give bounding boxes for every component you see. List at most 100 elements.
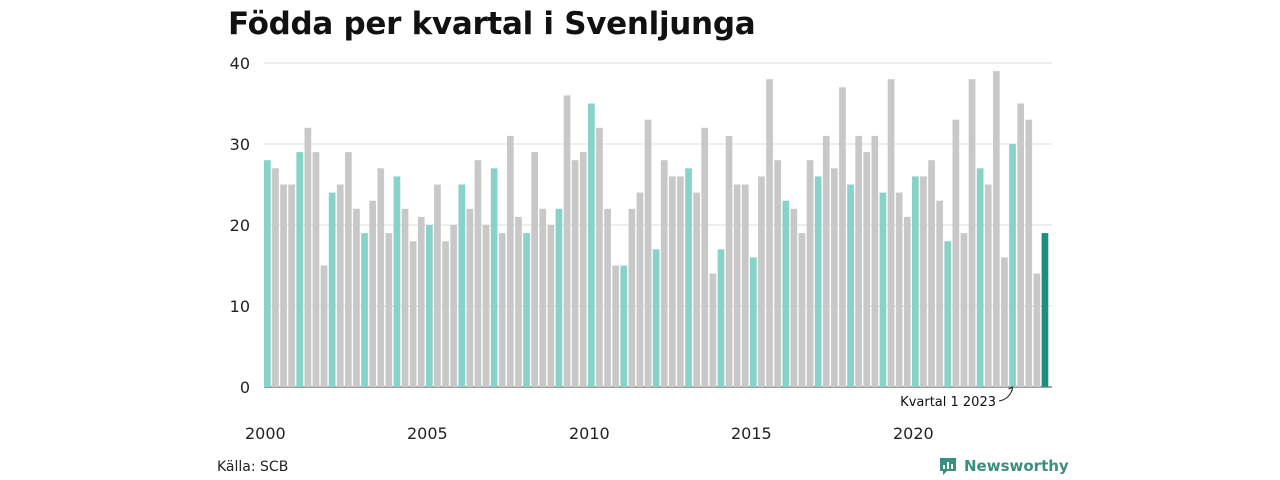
bar-2004-q4 bbox=[417, 216, 425, 387]
bar-2004-q1 bbox=[393, 176, 401, 387]
bar-2001-q2 bbox=[304, 127, 312, 388]
brand-name: Newsworthy bbox=[964, 457, 1069, 475]
bar-2007-q2 bbox=[498, 233, 506, 387]
bar-2003-q4 bbox=[385, 233, 393, 387]
bar-2009-q2 bbox=[563, 95, 571, 388]
bar-2005-q3 bbox=[442, 241, 449, 387]
bar-2009-q3 bbox=[571, 160, 579, 387]
bar-2020-q1 bbox=[912, 176, 919, 387]
bar-2018-q4 bbox=[871, 135, 879, 387]
bar-2002-q2 bbox=[336, 184, 344, 387]
bar-2016-q1 bbox=[782, 200, 790, 387]
bar-2020-q2 bbox=[920, 176, 927, 387]
newsworthy-logo: Newsworthy bbox=[938, 456, 1069, 476]
bar-2003-q3 bbox=[377, 168, 385, 387]
bar-2018-q3 bbox=[863, 152, 871, 387]
bar-2001-q4 bbox=[320, 265, 328, 387]
bar-2005-q4 bbox=[450, 225, 457, 387]
source-label: Källa: SCB bbox=[217, 459, 289, 475]
bar-2021-q3 bbox=[960, 233, 968, 387]
bar-2020-q3 bbox=[928, 160, 935, 387]
bar-2009-q4 bbox=[579, 152, 587, 387]
bar-2002-q4 bbox=[353, 208, 360, 387]
bar-2015-q3 bbox=[766, 79, 773, 387]
bar-2003-q1 bbox=[361, 233, 368, 387]
bar-2010-q1 bbox=[588, 103, 595, 387]
bar-2004-q3 bbox=[409, 241, 417, 387]
bar-2016-q2 bbox=[790, 208, 798, 387]
bar-2014-q3 bbox=[733, 184, 741, 387]
bar-2012-q2 bbox=[660, 160, 668, 387]
bar-2005-q1 bbox=[426, 225, 433, 387]
x-tick-label-2005: 2005 bbox=[407, 424, 448, 443]
bar-2017-q4 bbox=[839, 87, 846, 388]
bar-2004-q2 bbox=[401, 208, 409, 387]
y-tick-label-20: 20 bbox=[230, 216, 250, 235]
bar-2012-q1 bbox=[652, 249, 660, 387]
bar-2012-q3 bbox=[669, 176, 676, 387]
bar-2003-q2 bbox=[369, 200, 376, 387]
bar-2011-q4 bbox=[644, 119, 652, 387]
bar-2009-q1 bbox=[555, 208, 563, 387]
bar-2015-q4 bbox=[774, 160, 781, 387]
bar-2013-q4 bbox=[709, 273, 717, 387]
bar-2017-q1 bbox=[814, 176, 822, 387]
bar-2005-q2 bbox=[434, 184, 441, 387]
x-tick-label-2015: 2015 bbox=[731, 424, 772, 443]
bar-2013-q1 bbox=[685, 168, 692, 387]
bar-2001-q1 bbox=[296, 152, 304, 387]
bar-2007-q3 bbox=[507, 135, 514, 387]
bar-2024-q1 bbox=[1041, 233, 1049, 387]
bar-2018-q1 bbox=[847, 184, 854, 387]
x-tick-label-2000: 2000 bbox=[245, 424, 286, 443]
bar-2022-q3 bbox=[993, 71, 1000, 387]
bar-2017-q2 bbox=[822, 135, 830, 387]
bar-2012-q4 bbox=[677, 176, 684, 387]
newsworthy-logo-icon bbox=[940, 458, 956, 475]
bar-2016-q3 bbox=[798, 233, 806, 387]
bar-2020-q4 bbox=[936, 200, 943, 387]
bar-2015-q1 bbox=[750, 257, 757, 387]
bar-2010-q3 bbox=[604, 208, 611, 387]
bar-2010-q4 bbox=[612, 265, 619, 387]
bar-2022-q1 bbox=[976, 168, 984, 387]
bar-2019-q1 bbox=[879, 192, 887, 387]
y-tick-label-30: 30 bbox=[230, 135, 250, 154]
bar-2016-q4 bbox=[806, 160, 814, 387]
bar-2019-q4 bbox=[903, 216, 911, 387]
bar-2013-q2 bbox=[693, 192, 700, 387]
bar-2008-q2 bbox=[531, 152, 538, 387]
bar-2014-q2 bbox=[725, 135, 733, 387]
bar-2006-q2 bbox=[466, 208, 474, 387]
bar-2011-q2 bbox=[628, 208, 636, 387]
bar-2014-q4 bbox=[741, 184, 749, 387]
bar-2001-q3 bbox=[312, 152, 320, 387]
bar-2002-q3 bbox=[345, 152, 352, 387]
bar-2019-q3 bbox=[895, 192, 903, 387]
bar-2000-q1 bbox=[264, 160, 271, 387]
bar-2015-q2 bbox=[758, 176, 765, 387]
bar-2021-q4 bbox=[968, 79, 976, 387]
x-tick-label-2020: 2020 bbox=[893, 424, 934, 443]
bar-2000-q3 bbox=[280, 184, 287, 387]
y-tick-label-10: 10 bbox=[230, 297, 250, 316]
bar-2000-q2 bbox=[272, 168, 279, 387]
bar-2023-q2 bbox=[1017, 103, 1024, 387]
chart-title: Födda per kvartal i Svenljunga bbox=[228, 6, 756, 42]
bar-2017-q3 bbox=[831, 168, 838, 387]
bar-2021-q2 bbox=[952, 119, 960, 387]
bar-2000-q4 bbox=[288, 184, 295, 387]
x-tick-label-2010: 2010 bbox=[569, 424, 610, 443]
bar-2008-q1 bbox=[523, 233, 530, 387]
bar-2006-q4 bbox=[482, 225, 490, 387]
bar-2021-q1 bbox=[944, 241, 952, 387]
bar-2002-q1 bbox=[328, 192, 336, 387]
bar-2023-q3 bbox=[1025, 119, 1033, 387]
annotation-arrow bbox=[998, 387, 1014, 402]
annotation-label: Kvartal 1 2023 bbox=[900, 395, 996, 410]
y-tick-label-40: 40 bbox=[230, 54, 250, 73]
bar-2008-q4 bbox=[547, 225, 555, 387]
bar-2013-q3 bbox=[701, 127, 709, 388]
bar-2006-q3 bbox=[474, 160, 482, 387]
